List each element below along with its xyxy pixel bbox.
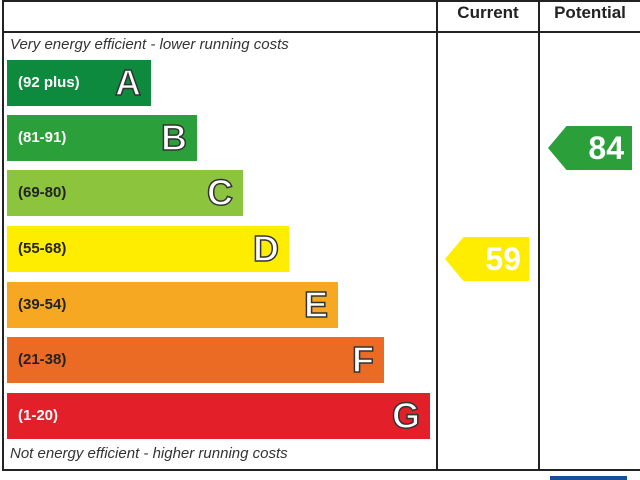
band-f: (21-38) F	[7, 337, 384, 383]
band-letter: C	[206, 171, 234, 214]
band-range: (21-38)	[18, 351, 67, 368]
band-b: (81-91) B	[7, 115, 197, 161]
current-rating-arrow: 59	[445, 237, 529, 281]
potential-rating-value: 84	[588, 130, 624, 166]
band-letter: G	[391, 394, 421, 437]
header-potential: Potential	[554, 3, 626, 22]
band-range: (92 plus)	[18, 74, 80, 91]
band-letter: B	[160, 116, 188, 159]
band-letter: D	[252, 227, 280, 270]
blue-tab	[550, 476, 627, 480]
border-bottom	[2, 469, 640, 471]
border-left	[2, 0, 4, 471]
band-letter: A	[114, 61, 142, 104]
band-range: (69-80)	[18, 184, 67, 201]
band-range: (55-68)	[18, 240, 67, 257]
band-a: (92 plus) A	[7, 60, 151, 106]
header-divider	[2, 31, 640, 33]
band-range: (39-54)	[18, 296, 67, 313]
current-rating-value: 59	[485, 241, 521, 277]
potential-rating-arrow: 84	[548, 126, 632, 170]
column-divider-current	[436, 0, 438, 471]
band-range: (81-91)	[18, 129, 67, 146]
header-current: Current	[457, 3, 519, 22]
band-c: (69-80) C	[7, 170, 243, 216]
band-e: (39-54) E	[7, 282, 338, 328]
band-range: (1-20)	[18, 407, 59, 424]
border-top	[2, 0, 640, 2]
top-note: Very energy efficient - lower running co…	[10, 36, 289, 53]
band-g: (1-20) G	[7, 393, 430, 439]
bottom-note: Not energy efficient - higher running co…	[10, 445, 288, 462]
column-divider-potential	[538, 0, 540, 471]
band-letter: E	[303, 283, 329, 326]
band-d: (55-68) D	[7, 226, 289, 272]
band-letter: F	[351, 338, 375, 381]
